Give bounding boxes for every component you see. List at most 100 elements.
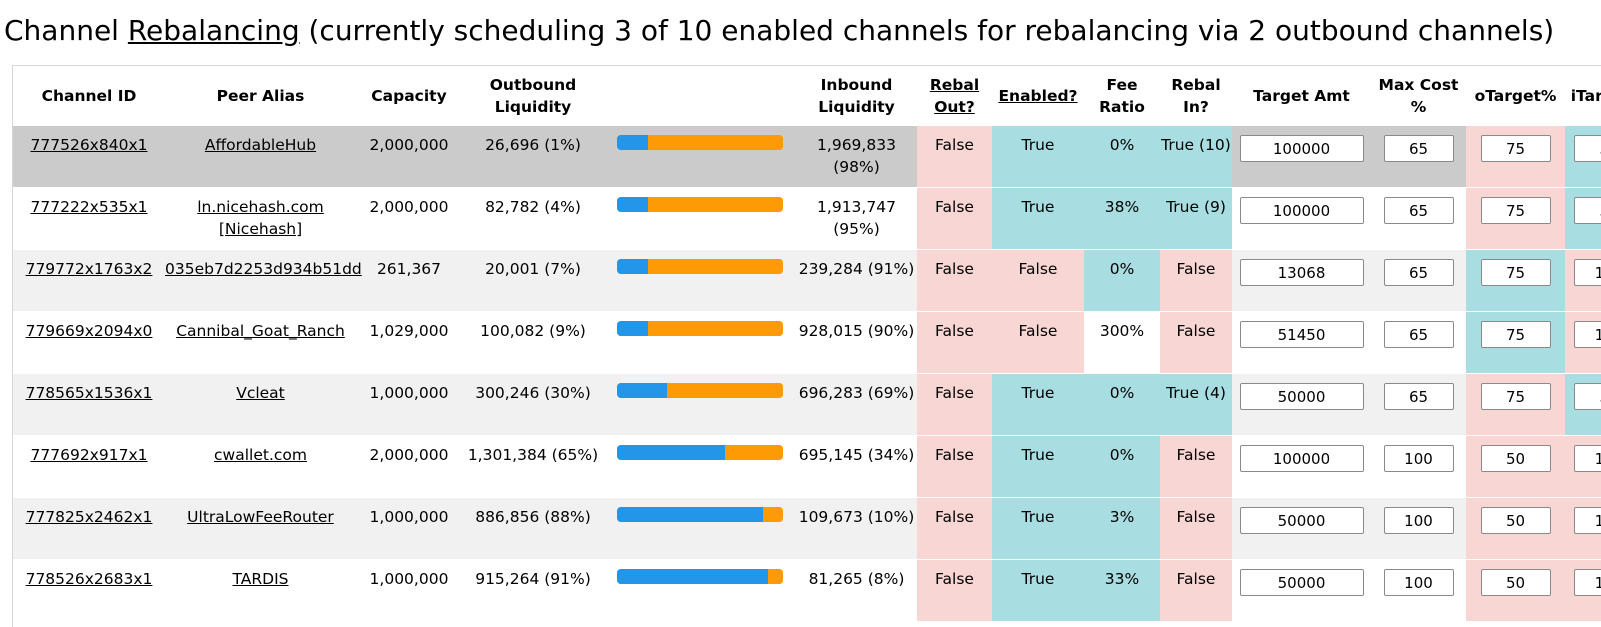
- enabled-value: False: [1018, 260, 1058, 278]
- liquidity-bar: [617, 445, 783, 460]
- otarget-input[interactable]: [1480, 259, 1551, 286]
- fee-ratio-value: 0%: [1109, 384, 1135, 402]
- otarget-input[interactable]: [1480, 507, 1551, 534]
- max-cost-input[interactable]: [1383, 135, 1454, 162]
- target-amt-input[interactable]: [1239, 507, 1364, 534]
- max-cost-input[interactable]: [1383, 383, 1454, 410]
- target-amt-input[interactable]: [1239, 259, 1364, 286]
- channel-id: 779772x1763x2: [13, 249, 165, 312]
- otarget-input[interactable]: [1480, 197, 1551, 224]
- target-amt-input[interactable]: [1239, 197, 1364, 224]
- peer-alias-link[interactable]: AffordableHub: [204, 136, 317, 154]
- rebal-out-value: False: [935, 384, 974, 402]
- max-cost-input[interactable]: [1383, 445, 1454, 472]
- itarget: [1565, 435, 1601, 498]
- itarget: [1565, 187, 1601, 250]
- itarget-input[interactable]: [1574, 321, 1601, 348]
- otarget-input[interactable]: [1480, 383, 1551, 410]
- page-title-prefix: Channel: [4, 14, 128, 47]
- rebal-in-value: False: [1176, 508, 1216, 526]
- target-amt-input[interactable]: [1239, 321, 1364, 348]
- channel-id-link[interactable]: 777692x917x1: [30, 446, 148, 464]
- peer-alias-wrap: TARDIS: [165, 560, 356, 590]
- rebal-out-value: False: [935, 136, 974, 154]
- rebal-in: False: [1160, 559, 1232, 622]
- rebal-out: False: [917, 435, 992, 498]
- channel-id-link[interactable]: 777526x840x1: [30, 136, 148, 154]
- otarget-input[interactable]: [1480, 321, 1551, 348]
- max-cost-input[interactable]: [1383, 259, 1454, 286]
- outbound-liquidity: 1,301,384 (65%): [462, 435, 604, 498]
- max-cost-input[interactable]: [1383, 507, 1454, 534]
- target-amt-input[interactable]: [1239, 383, 1364, 410]
- outbound-bar: [617, 321, 648, 336]
- max-cost-input[interactable]: [1383, 197, 1454, 224]
- itarget-input[interactable]: [1574, 569, 1601, 596]
- peer-alias-link[interactable]: TARDIS: [232, 570, 289, 588]
- rebal-in-value: False: [1176, 446, 1216, 464]
- enabled-value: False: [1018, 322, 1058, 340]
- liquidity-bar-cell: [604, 187, 796, 250]
- col-header-rebal-out[interactable]: Rebal Out?: [917, 66, 992, 126]
- itarget-input[interactable]: [1574, 507, 1601, 534]
- channel-id-wrap: 777825x2462x1: [13, 498, 165, 528]
- itarget-input[interactable]: [1574, 259, 1601, 286]
- col-header-capacity: Capacity: [356, 66, 462, 126]
- inbound-bar: [763, 507, 783, 522]
- itarget-input[interactable]: [1574, 197, 1601, 224]
- max-cost: [1371, 249, 1466, 312]
- channel-id-wrap: 778565x1536x1: [13, 374, 165, 404]
- max-cost-input[interactable]: [1383, 321, 1454, 348]
- capacity-value: 1,000,000: [369, 384, 449, 402]
- channel-id-link[interactable]: 778526x2683x1: [25, 570, 153, 588]
- enabled: False: [992, 311, 1084, 374]
- target-amt-input[interactable]: [1239, 135, 1364, 162]
- col-header-otarget: oTarget%: [1466, 66, 1565, 126]
- capacity: 1,029,000: [356, 311, 462, 374]
- channel-id-link[interactable]: 777825x2462x1: [25, 508, 153, 526]
- channel-id-link[interactable]: 779669x2094x0: [25, 322, 153, 340]
- peer-alias-link[interactable]: UltraLowFeeRouter: [187, 508, 334, 526]
- otarget-input[interactable]: [1480, 569, 1551, 596]
- enabled-value: True: [1021, 508, 1055, 526]
- itarget-input[interactable]: [1574, 445, 1601, 472]
- rebal-in-value: False: [1176, 570, 1216, 588]
- peer-alias: TARDIS: [165, 559, 356, 622]
- outbound-liquidity: 26,696 (1%): [462, 126, 604, 188]
- otarget-input[interactable]: [1480, 135, 1551, 162]
- col-header-enabled[interactable]: Enabled?: [992, 66, 1084, 126]
- capacity: 1,000,000: [356, 497, 462, 560]
- target-amt-input[interactable]: [1239, 445, 1364, 472]
- rebalancing-link[interactable]: Rebalancing: [127, 14, 300, 47]
- peer-alias-link[interactable]: Cannibal_Goat_Ranch: [176, 322, 345, 340]
- peer-alias-link[interactable]: Vcleat: [236, 384, 285, 402]
- enabled-value: True: [1021, 570, 1055, 588]
- col-header-inbound-liquidity: Inbound Liquidity: [796, 66, 917, 126]
- liquidity-bar-cell: [604, 373, 796, 436]
- itarget-input[interactable]: [1574, 383, 1601, 410]
- rebal-in-value: True (10): [1161, 136, 1231, 154]
- outbound-bar: [617, 135, 648, 150]
- rebal-out-value: False: [935, 570, 974, 588]
- outbound-bar: [617, 507, 763, 522]
- rebal-out-value: False: [935, 198, 974, 216]
- peer-alias: Vcleat: [165, 373, 356, 436]
- inbound-liquidity-value: 109,673 (10%): [798, 508, 915, 526]
- otarget-input[interactable]: [1480, 445, 1551, 472]
- otarget: [1466, 126, 1565, 188]
- peer-alias-link[interactable]: 035eb7d2253d934b51dd: [165, 260, 362, 278]
- inbound-liquidity-value: 81,265 (8%): [808, 570, 905, 588]
- itarget-input[interactable]: [1574, 135, 1601, 162]
- peer-alias-link[interactable]: cwallet.com: [214, 446, 307, 464]
- liquidity-bar-cell: [604, 311, 796, 374]
- rebalancing-table-container: Channel ID Peer Alias Capacity Outbound …: [12, 65, 1601, 627]
- fee-ratio-value: 38%: [1104, 198, 1140, 216]
- outbound-liquidity-value: 915,264 (91%): [475, 570, 591, 588]
- itarget: [1565, 373, 1601, 436]
- peer-alias-link[interactable]: ln.nicehash.com [Nicehash]: [197, 198, 324, 238]
- channel-id-link[interactable]: 779772x1763x2: [25, 260, 153, 278]
- target-amt-input[interactable]: [1239, 569, 1364, 596]
- channel-id-link[interactable]: 778565x1536x1: [25, 384, 153, 402]
- max-cost-input[interactable]: [1383, 569, 1454, 596]
- channel-id-link[interactable]: 777222x535x1: [30, 198, 148, 216]
